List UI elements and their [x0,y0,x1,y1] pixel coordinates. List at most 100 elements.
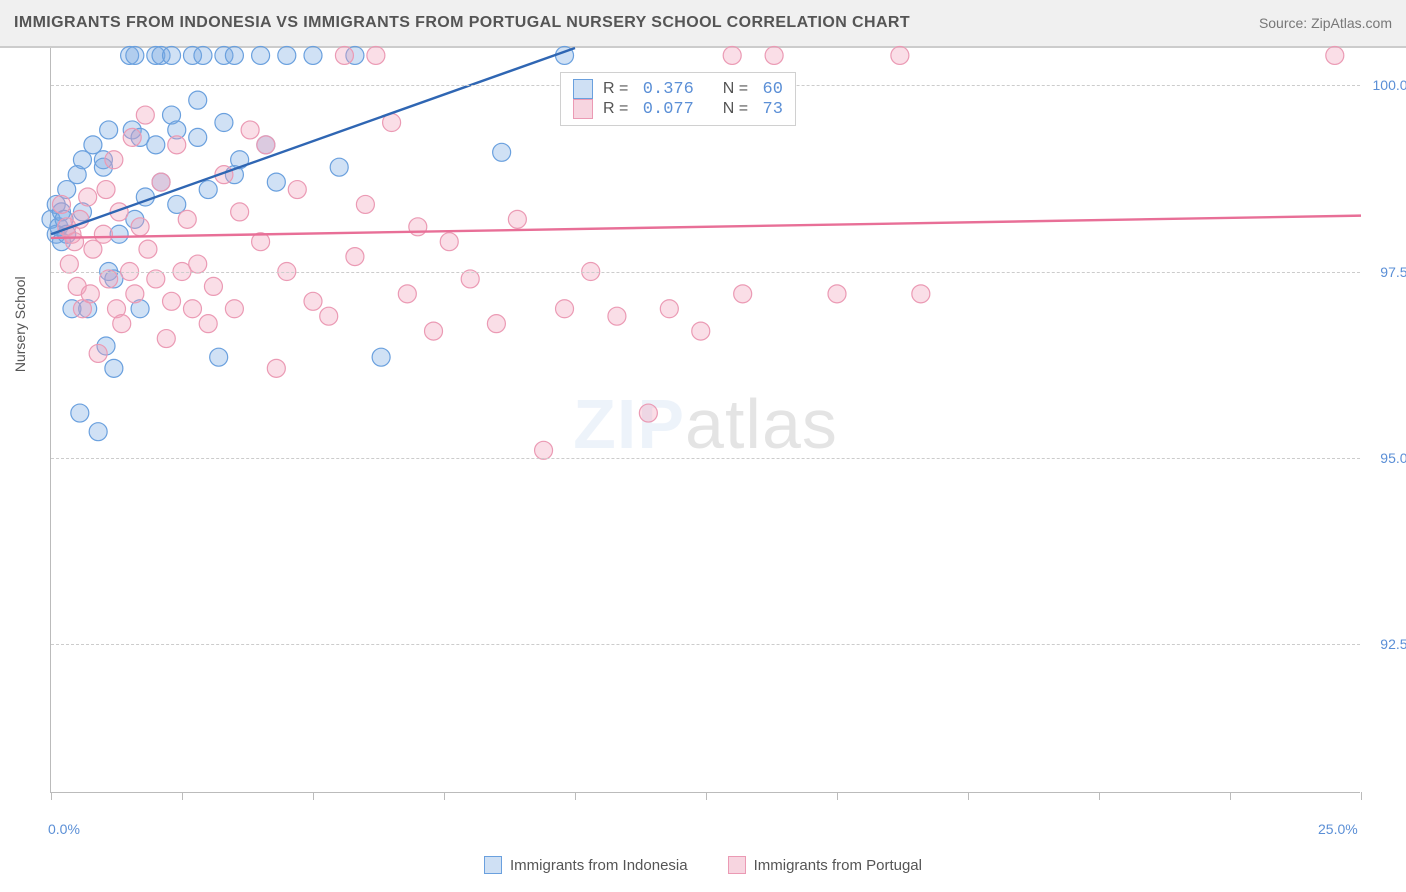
scatter-point [335,46,353,64]
scatter-point [89,344,107,362]
scatter-point [163,46,181,64]
scatter-point [66,233,84,251]
scatter-point [147,136,165,154]
scatter-point [304,292,322,310]
swatch-indonesia-icon [484,856,502,874]
scatter-point [81,285,99,303]
scatter-point [461,270,479,288]
scatter-point [194,46,212,64]
legend-item-indonesia: Immigrants from Indonesia [484,856,688,874]
scatter-point [828,285,846,303]
scatter-point [163,292,181,310]
y-tick-label: 100.0% [1365,77,1406,93]
scatter-point [126,46,144,64]
scatter-point [508,210,526,228]
scatter-point [215,114,233,132]
scatter-point [723,46,741,64]
stats-row-portugal: R = 0.077 N = 73 [573,99,783,119]
scatter-point [71,404,89,422]
scatter-point [487,315,505,333]
x-tick [1230,792,1231,800]
stats-legend-box: R = 0.376 N = 60 R = 0.077 N = 73 [560,72,796,126]
scatter-point [398,285,416,303]
scatter-point [136,106,154,124]
scatter-point [367,46,385,64]
scatter-point [912,285,930,303]
swatch-portugal-icon [573,99,593,119]
scatter-point [425,322,443,340]
scatter-point [372,348,390,366]
scatter-point [189,255,207,273]
x-tick [313,792,314,800]
gridline [51,644,1360,645]
scatter-point [765,46,783,64]
scatter-point [692,322,710,340]
scatter-svg [51,48,1360,792]
scatter-point [152,173,170,191]
scatter-point [139,240,157,258]
scatter-point [100,121,118,139]
chart-plot-area: ZIPatlas 92.5%95.0%97.5%100.0% [50,48,1360,793]
gridline [51,272,1360,273]
x-axis-min-label: 0.0% [48,821,80,837]
scatter-point [225,46,243,64]
gridline [51,458,1360,459]
scatter-point [891,46,909,64]
scatter-point [100,270,118,288]
scatter-point [252,46,270,64]
scatter-point [231,203,249,221]
scatter-point [288,181,306,199]
y-tick-label: 97.5% [1365,264,1406,280]
x-axis-max-label: 25.0% [1318,821,1358,837]
scatter-point [126,285,144,303]
scatter-point [278,46,296,64]
y-tick-label: 95.0% [1365,450,1406,466]
scatter-point [123,128,141,146]
chart-title: IMMIGRANTS FROM INDONESIA VS IMMIGRANTS … [14,14,910,32]
x-tick [706,792,707,800]
scatter-point [493,143,511,161]
scatter-point [346,248,364,266]
scatter-point [267,359,285,377]
scatter-point [440,233,458,251]
scatter-point [89,423,107,441]
y-tick-label: 92.5% [1365,636,1406,652]
scatter-point [178,210,196,228]
scatter-point [330,158,348,176]
scatter-point [60,255,78,273]
scatter-point [556,300,574,318]
swatch-portugal-icon [728,856,746,874]
scatter-point [79,188,97,206]
scatter-point [97,181,115,199]
legend-label: Immigrants from Portugal [754,857,922,874]
scatter-point [189,91,207,109]
scatter-point [257,136,275,154]
scatter-point [183,300,201,318]
x-tick [444,792,445,800]
scatter-point [267,173,285,191]
scatter-point [535,441,553,459]
y-axis-label: Nursery School [12,276,28,372]
scatter-point [105,359,123,377]
scatter-point [157,330,175,348]
scatter-point [1326,46,1344,64]
scatter-point [241,121,259,139]
scatter-point [94,225,112,243]
scatter-point [210,348,228,366]
scatter-point [199,181,217,199]
scatter-point [168,136,186,154]
scatter-point [320,307,338,325]
legend-item-portugal: Immigrants from Portugal [728,856,922,874]
scatter-point [304,46,322,64]
source-attribution: Source: ZipAtlas.com [1259,15,1392,31]
swatch-indonesia-icon [573,79,593,99]
scatter-point [105,151,123,169]
scatter-point [147,270,165,288]
scatter-point [608,307,626,325]
x-tick [182,792,183,800]
scatter-point [660,300,678,318]
scatter-point [639,404,657,422]
x-tick [1099,792,1100,800]
scatter-point [204,277,222,295]
regression-line [51,216,1361,238]
